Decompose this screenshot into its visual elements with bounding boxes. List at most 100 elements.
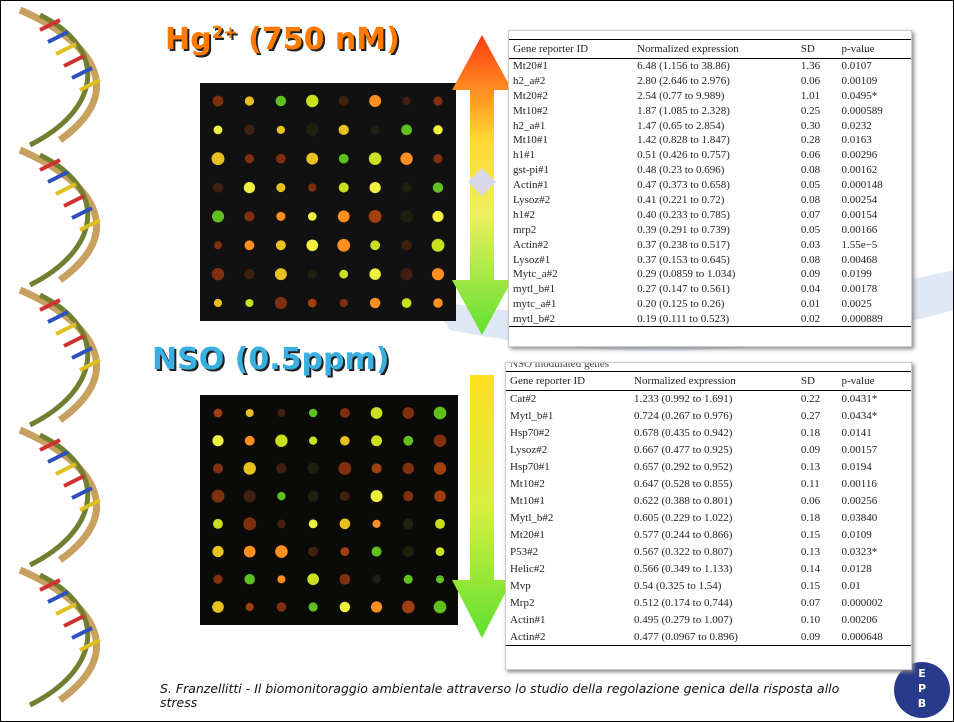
spot (403, 436, 413, 446)
table-panel: Gene reporter IDNormalized expressionSDp… (508, 30, 912, 347)
spot (340, 602, 350, 612)
spot (371, 125, 380, 134)
spot (308, 491, 319, 502)
table-cell: Lysoz#1 (509, 252, 633, 267)
logo-letter: P (912, 681, 932, 696)
spot (371, 407, 383, 419)
spot (243, 517, 256, 530)
table-row: h1#10.51 (0.426 to 0.757)0.060.00296 (509, 148, 911, 163)
table-cell: 0.03 (797, 237, 838, 252)
table-row: Actin#20.37 (0.238 to 0.517)0.031.55e−5 (509, 237, 911, 252)
table-cell: Mt10#2 (506, 476, 630, 493)
spot (244, 490, 256, 502)
spot (401, 124, 412, 135)
table-row: Actin#20.477 (0.0967 to 0.896)0.090.0006… (506, 629, 911, 646)
table-cell: 0.37 (0.153 to 0.645) (633, 252, 797, 267)
spot (306, 123, 319, 136)
spot (213, 96, 224, 107)
spot (434, 601, 447, 614)
spot (308, 212, 317, 221)
spot (244, 574, 255, 585)
table-cell: 0.000148 (837, 178, 911, 193)
spot (338, 211, 350, 223)
spot (432, 239, 445, 252)
spot (213, 575, 222, 584)
table-cell: 0.13 (797, 544, 838, 561)
spot (309, 602, 318, 611)
spot (213, 463, 223, 473)
table-row: Cat#21.233 (0.992 to 1.691)0.220.0431* (506, 391, 911, 408)
spot (244, 182, 255, 193)
spot (276, 154, 286, 164)
table-cell: 6.48 (1.156 to 38.86) (633, 59, 797, 74)
table-cell: 0.09 (797, 442, 838, 459)
table-cell: h2_a#2 (509, 73, 633, 88)
spot (400, 268, 412, 280)
table-cell: 0.22 (797, 391, 838, 408)
spot (340, 491, 350, 501)
spot (400, 210, 412, 222)
header-cell: SD (797, 372, 838, 391)
table-cell: Actin#2 (509, 237, 633, 252)
spot (373, 520, 381, 528)
table-cell: 1.87 (1.085 to 2.328) (633, 103, 797, 118)
table-cell: h2_a#1 (509, 118, 633, 133)
table-cell: 0.06 (797, 148, 838, 163)
helix-strand (20, 10, 97, 140)
spot (402, 97, 410, 105)
table-cell: 0.567 (0.322 to 0.807) (630, 544, 797, 561)
header-cell: Normalized expression (630, 372, 797, 391)
spot (339, 574, 350, 585)
table-cell: Helic#2 (506, 561, 630, 578)
spot (434, 490, 446, 502)
spot (338, 462, 351, 475)
table-cell: 0.08 (797, 193, 838, 208)
spot (213, 183, 223, 193)
spot (277, 126, 285, 134)
table-cell: 0.495 (0.279 to 1.007) (630, 612, 797, 629)
table-cell: Mt10#1 (506, 493, 630, 510)
table-cell: 0.566 (0.349 to 1.133) (630, 561, 797, 578)
table-cell: Mt20#1 (506, 527, 630, 544)
table-cell: P53#2 (506, 544, 630, 561)
spot (245, 436, 255, 446)
spot (306, 239, 318, 251)
table-cell: h1#2 (509, 207, 633, 222)
spot (214, 409, 223, 418)
spot (276, 240, 286, 250)
spot (402, 601, 415, 614)
table-cell: 0.39 (0.291 to 0.739) (633, 222, 797, 237)
table-cell: 1.36 (797, 59, 838, 74)
spot (275, 435, 287, 447)
spot (245, 96, 254, 105)
table-cell: 0.00178 (837, 282, 911, 297)
title-text: (750 nM) (238, 22, 400, 57)
logo-letter: B (912, 696, 932, 711)
base-pair (56, 464, 76, 474)
helix-strand (20, 570, 97, 700)
spot (340, 547, 349, 556)
base-pair (64, 56, 84, 66)
table-cell: Mvp (506, 578, 630, 595)
table-cell: 0.0109 (838, 527, 911, 544)
table-body: Cat#21.233 (0.992 to 1.691)0.220.0431* My… (506, 391, 911, 646)
spot (432, 268, 444, 280)
table-cell: 0.27 (0.147 to 0.561) (633, 282, 797, 297)
spot (212, 435, 223, 446)
spot (433, 298, 442, 307)
spot (244, 125, 254, 135)
table-cell: 0.25 (797, 103, 838, 118)
panel-title: NSO (0.5ppm) (152, 342, 389, 377)
spot (434, 407, 447, 420)
table-cell: 0.657 (0.292 to 0.952) (630, 459, 797, 476)
spot (212, 268, 224, 280)
table-cell: 0.0163 (837, 133, 911, 148)
spot (436, 575, 444, 583)
table-cell: Actin#1 (509, 178, 633, 193)
spot (245, 154, 254, 163)
